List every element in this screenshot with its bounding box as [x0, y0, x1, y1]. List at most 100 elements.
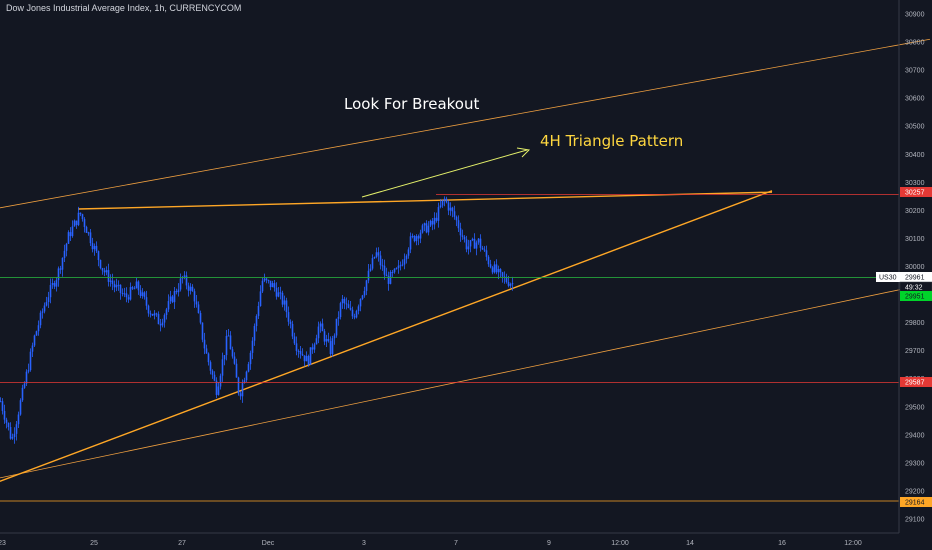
candle-body — [263, 278, 266, 281]
candle-body — [183, 275, 186, 277]
candle-body — [445, 198, 448, 203]
candle-body — [393, 268, 396, 273]
candle-body — [365, 280, 368, 291]
resistance-price-tag-box — [900, 187, 932, 197]
candle-body — [489, 264, 492, 268]
candle-body — [417, 236, 420, 239]
time-tick-label: 23 — [0, 540, 6, 547]
candle-body — [453, 211, 456, 217]
candle-body — [439, 205, 442, 208]
upper-channel-line[interactable] — [0, 38, 931, 212]
candle-body — [199, 313, 202, 323]
candle-body — [71, 226, 74, 237]
mid-support-price-tag: 29587 — [905, 380, 925, 387]
candle-body — [467, 246, 470, 250]
candle-body — [353, 316, 356, 318]
candle-body — [29, 351, 32, 371]
candle-body — [191, 286, 194, 292]
candle-body — [209, 362, 212, 371]
candle-body — [461, 235, 464, 237]
time-tick-label: 27 — [178, 540, 186, 547]
candle-body — [309, 347, 312, 365]
candle-body — [247, 364, 250, 372]
candle-body — [495, 264, 498, 273]
candle-body — [219, 375, 222, 387]
candle-body — [127, 297, 130, 300]
candle-body — [217, 386, 220, 395]
mid-support-price-tag-box — [900, 377, 932, 387]
candle-body — [227, 335, 230, 337]
candle-body — [95, 245, 98, 252]
candle-body — [487, 256, 490, 265]
candle-body — [85, 226, 88, 233]
candle-body — [301, 354, 304, 356]
candle-body — [497, 269, 500, 273]
candle-body — [387, 276, 390, 284]
price-tick-label: 30200 — [905, 208, 925, 215]
candle-body — [177, 289, 180, 293]
candle-body — [477, 238, 480, 243]
candle-body — [239, 393, 242, 397]
candle-body — [321, 323, 324, 332]
candle-body — [155, 313, 158, 315]
breakout-annotation: Look For Breakout — [344, 95, 479, 113]
candle-body — [179, 278, 182, 290]
candle-body — [201, 322, 204, 340]
candle-body — [193, 291, 196, 302]
candle-body — [435, 217, 438, 221]
price-tick-label: 29300 — [905, 460, 925, 467]
price-axis[interactable]: 2910029200293002940029500296002970029800… — [905, 12, 925, 524]
candle-body — [99, 260, 102, 269]
candle-body — [331, 338, 334, 355]
candle-body — [465, 239, 468, 250]
candle-body — [349, 307, 352, 310]
candle-body — [133, 288, 136, 290]
candle-body — [33, 335, 36, 346]
candle-body — [381, 265, 384, 267]
candle-body — [403, 259, 406, 265]
candle-body — [391, 271, 394, 273]
chart-title: Dow Jones Industrial Average Index, 1h, … — [6, 3, 242, 13]
candle-body — [475, 242, 478, 249]
candle-body — [25, 371, 28, 384]
candle-body — [361, 295, 364, 300]
price-tick-label: 29100 — [905, 516, 925, 523]
time-axis[interactable]: 23 25 27 Dec 3 7 9 12:00 14 16 12:00 — [0, 540, 862, 547]
candle-body — [15, 424, 18, 434]
candle-body — [237, 377, 240, 394]
candle-body — [9, 427, 12, 439]
candle-body — [485, 250, 488, 257]
candle-body — [327, 338, 330, 342]
triangle-top-line[interactable] — [77, 191, 773, 210]
candle-body — [101, 268, 104, 271]
candle-body — [345, 303, 348, 305]
candle-body — [75, 220, 78, 226]
candle-body — [413, 235, 416, 242]
candle-body — [57, 268, 60, 281]
candle-body — [459, 228, 462, 236]
candle-body — [171, 296, 174, 303]
candle-body — [39, 312, 42, 326]
lower-channel-line[interactable] — [0, 282, 931, 482]
candle-body — [249, 352, 252, 365]
candle-body — [317, 326, 320, 339]
candle-body — [443, 198, 446, 201]
candle-body — [283, 300, 286, 305]
candle-body — [1, 401, 4, 411]
symbol-tag: US30 — [879, 275, 897, 282]
candle-body — [255, 315, 258, 326]
price-tick-label: 30100 — [905, 236, 925, 243]
candle-body — [147, 305, 150, 314]
candle-body — [45, 302, 48, 306]
price-tick-label: 30300 — [905, 180, 925, 187]
trend-lines — [0, 38, 931, 490]
candle-body — [397, 265, 400, 269]
low-support-price-tag-box — [900, 497, 932, 507]
triangle-bottom-line[interactable] — [0, 190, 773, 490]
candle-body — [65, 243, 68, 251]
candle-body — [23, 383, 26, 388]
candle-body — [229, 335, 232, 350]
candle-body — [169, 296, 172, 302]
candle-body — [59, 268, 62, 270]
